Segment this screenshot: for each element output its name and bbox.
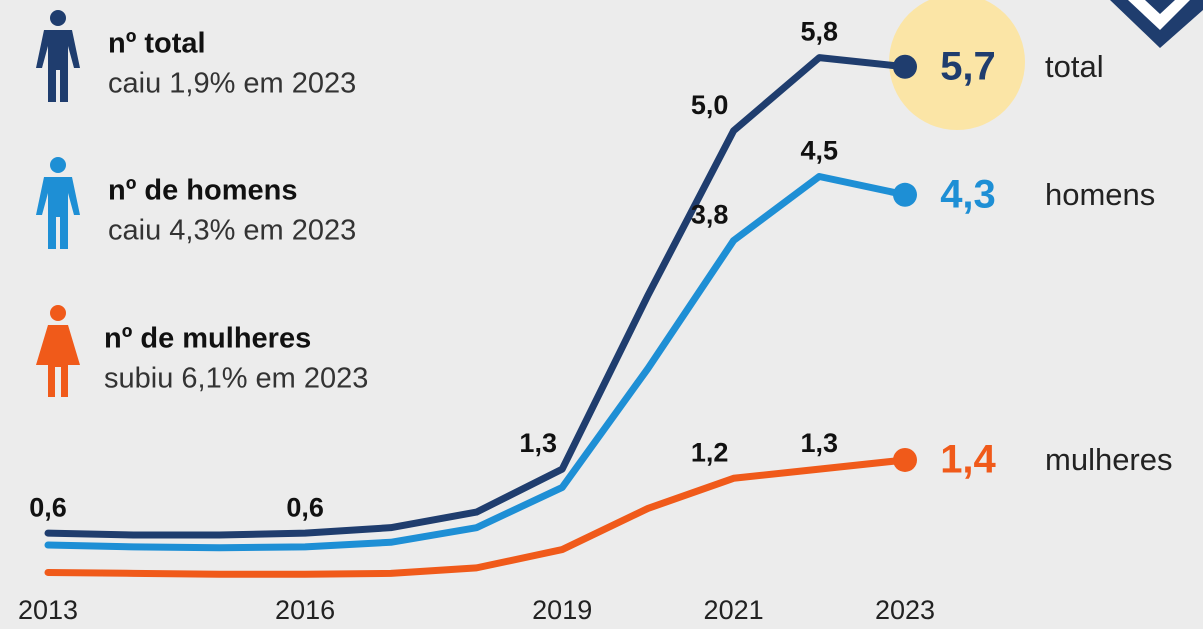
data-label: 1,3 <box>519 428 557 458</box>
icon-body <box>36 325 80 397</box>
end-dot <box>893 182 917 207</box>
series-name: total <box>1045 49 1104 84</box>
legend-note: caiu 4,3% em 2023 <box>108 215 356 247</box>
series-line <box>44 172 909 552</box>
end-value-label: 1,4 <box>940 438 996 482</box>
icon-body <box>36 177 80 249</box>
x-tick-label: 2019 <box>532 595 592 625</box>
data-label: 5,0 <box>691 90 729 120</box>
end-dot <box>893 54 917 79</box>
icon-body <box>36 30 80 102</box>
x-tick-label: 2021 <box>704 595 764 625</box>
legend-title: nº de homens <box>108 175 297 207</box>
end-value-label: 4,3 <box>940 172 996 216</box>
legend-title: nº total <box>108 28 206 60</box>
data-label: 1,3 <box>801 428 839 458</box>
data-label: 0,6 <box>286 492 324 522</box>
man-icon <box>36 157 80 249</box>
series-name: homens <box>1045 177 1155 212</box>
series-line <box>44 54 909 539</box>
icon-head <box>50 157 66 173</box>
data-label: 0,6 <box>29 492 67 522</box>
x-tick-label: 2013 <box>18 595 78 625</box>
end-dot <box>893 447 917 472</box>
icon-head <box>50 10 66 26</box>
legend-title: nº de mulheres <box>104 323 311 355</box>
man-icon <box>36 10 80 102</box>
legend-note: subiu 6,1% em 2023 <box>104 363 368 395</box>
data-label: 4,5 <box>801 136 839 166</box>
data-label: 3,8 <box>691 200 729 230</box>
series-line <box>44 456 909 578</box>
legend-note: caiu 1,9% em 2023 <box>108 68 356 100</box>
data-label: 5,8 <box>801 17 839 47</box>
x-tick-label: 2023 <box>875 595 935 625</box>
icon-head <box>50 305 66 321</box>
woman-icon <box>36 305 80 397</box>
end-value-label: 5,7 <box>940 44 996 88</box>
x-tick-label: 2016 <box>275 595 335 625</box>
series-name: mulheres <box>1045 442 1173 477</box>
highlight-circle <box>889 0 1025 130</box>
logo <box>1110 0 1203 48</box>
data-label: 1,2 <box>691 437 729 467</box>
